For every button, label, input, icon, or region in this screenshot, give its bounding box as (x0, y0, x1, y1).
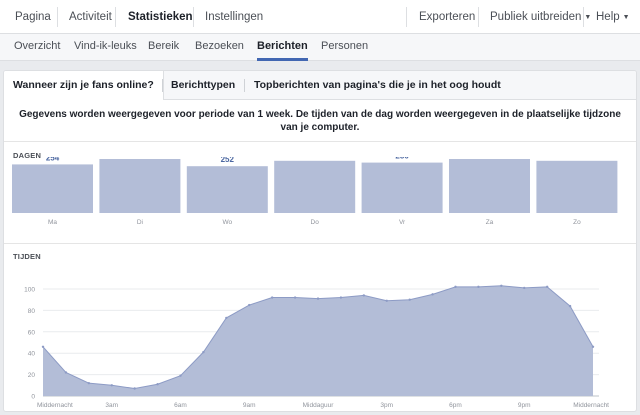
hour-point[interactable] (523, 286, 526, 290)
tab-divider (162, 79, 163, 92)
nav-divider (583, 7, 584, 27)
export-button[interactable]: Exporteren (419, 11, 476, 23)
tab-bereik[interactable]: Bereik (148, 40, 180, 52)
nav-divider (57, 7, 58, 27)
times-section-label: TIJDEN (13, 252, 41, 261)
hour-point[interactable] (179, 374, 182, 377)
tab-fans-online[interactable]: Wanneer zijn je fans online? (4, 71, 164, 100)
insights-subnav: Overzicht Vind-ik-leuks Bereik Bezoeken … (0, 34, 640, 61)
day-value-label: 252 (221, 157, 235, 164)
tab-personen[interactable]: Personen (321, 40, 369, 52)
nav-divider (406, 7, 407, 27)
period-description: Gegevens worden weergegeven voor periode… (19, 109, 621, 133)
day-bar[interactable] (449, 159, 530, 213)
hour-point[interactable] (362, 294, 366, 297)
tab-divider (244, 79, 245, 92)
y-tick-label: 40 (28, 351, 36, 358)
nav-instellingen[interactable]: Instellingen (205, 11, 264, 23)
nav-divider (193, 7, 194, 27)
day-bar[interactable] (361, 162, 443, 213)
day-value-label: 256 (395, 157, 409, 161)
day-category-label: Zo (573, 219, 581, 226)
hour-point[interactable] (133, 387, 136, 390)
day-category-label: Wo (222, 219, 232, 226)
hour-point[interactable] (454, 285, 457, 289)
fans-online-area (43, 285, 593, 396)
day-category-label: Za (486, 219, 494, 226)
posts-insights-panel: Wanneer zijn je fans online? Berichttype… (3, 70, 637, 412)
x-tick-label: Middernacht (573, 402, 609, 409)
x-tick-label: 6pm (449, 402, 462, 409)
hour-point[interactable] (270, 296, 274, 299)
help-label: Help (596, 11, 620, 23)
hour-point[interactable] (64, 371, 68, 374)
tab-berichttypen[interactable]: Berichttypen (171, 79, 236, 91)
hour-point[interactable] (156, 383, 159, 386)
divider (4, 243, 636, 244)
day-value-label: 258 (308, 157, 322, 159)
day-category-label: Do (311, 219, 320, 226)
tab-topberichten[interactable]: Topberichten van pagina's die je in het … (254, 79, 501, 91)
day-value-label: 258 (570, 157, 584, 159)
x-tick-label: Middernacht (37, 402, 73, 409)
days-section-label: DAGEN (13, 151, 42, 160)
y-tick-label: 60 (28, 329, 36, 336)
hour-point[interactable] (202, 350, 205, 354)
day-bar[interactable] (186, 166, 268, 213)
x-tick-label: 3pm (380, 402, 393, 409)
hour-point[interactable] (545, 285, 549, 289)
hour-point[interactable] (87, 381, 91, 385)
nav-statistieken[interactable]: Statistieken (128, 11, 193, 23)
hour-point[interactable] (408, 298, 411, 301)
day-bar[interactable] (536, 160, 618, 213)
publiek-uitbreiden-dropdown[interactable]: Publiek uitbreiden ▼ (490, 0, 591, 34)
hour-point[interactable] (339, 296, 343, 299)
y-tick-label: 0 (31, 394, 35, 401)
help-dropdown[interactable]: Help ▼ (596, 0, 630, 34)
nav-divider (478, 7, 479, 27)
tab-overzicht[interactable]: Overzicht (14, 40, 61, 52)
hour-point[interactable] (431, 293, 434, 296)
top-navigation: Pagina Activiteit Statistieken Instellin… (0, 0, 640, 34)
x-tick-label: 9pm (518, 402, 531, 409)
times-area-chart: 0 20 40 60 80 100 Middernacht 3am 6am 9am Middaguu… (24, 284, 609, 409)
day-category-label: Vr (399, 219, 406, 226)
nav-activiteit[interactable]: Activiteit (69, 11, 112, 23)
day-category-label: Ma (48, 219, 57, 226)
divider (4, 141, 636, 142)
hour-point[interactable] (41, 345, 45, 348)
hour-point[interactable] (500, 284, 503, 287)
hour-point[interactable] (248, 303, 251, 307)
y-tick-label: 100 (24, 287, 35, 294)
chevron-down-icon: ▼ (584, 14, 592, 21)
x-tick-label: Middaguur (303, 402, 335, 409)
tab-berichten[interactable]: Berichten (257, 34, 308, 61)
day-bar[interactable] (274, 160, 356, 213)
day-category-label: Di (137, 219, 143, 226)
x-tick-label: 6am (174, 402, 187, 409)
hour-point[interactable] (477, 285, 480, 289)
hour-point[interactable] (568, 304, 572, 308)
hour-point[interactable] (316, 297, 320, 300)
y-tick-label: 20 (28, 372, 36, 379)
chevron-down-icon: ▼ (622, 14, 630, 21)
y-tick-label: 80 (28, 308, 36, 315)
hour-point[interactable] (293, 296, 297, 299)
publiek-uitbreiden-label: Publiek uitbreiden (490, 11, 582, 23)
nav-pagina[interactable]: Pagina (15, 11, 51, 23)
tab-vind-ik-leuks[interactable]: Vind-ik-leuks (74, 40, 137, 52)
hour-point[interactable] (591, 345, 595, 348)
nav-divider (115, 7, 116, 27)
tab-bezoeken[interactable]: Bezoeken (195, 40, 244, 52)
x-tick-label: 3am (105, 402, 118, 409)
posts-tabs: Wanneer zijn je fans online? Berichttype… (4, 71, 636, 100)
hour-point[interactable] (110, 384, 113, 387)
x-tick-label: 9am (243, 402, 256, 409)
days-bar-chart: 254Ma260Di252Wo258Do256Vr260Za258Zo (12, 157, 618, 226)
day-bar[interactable] (99, 159, 181, 213)
hour-point[interactable] (385, 299, 388, 302)
hour-point[interactable] (225, 316, 228, 320)
day-bar[interactable] (12, 164, 93, 213)
day-value-label: 254 (46, 157, 60, 162)
